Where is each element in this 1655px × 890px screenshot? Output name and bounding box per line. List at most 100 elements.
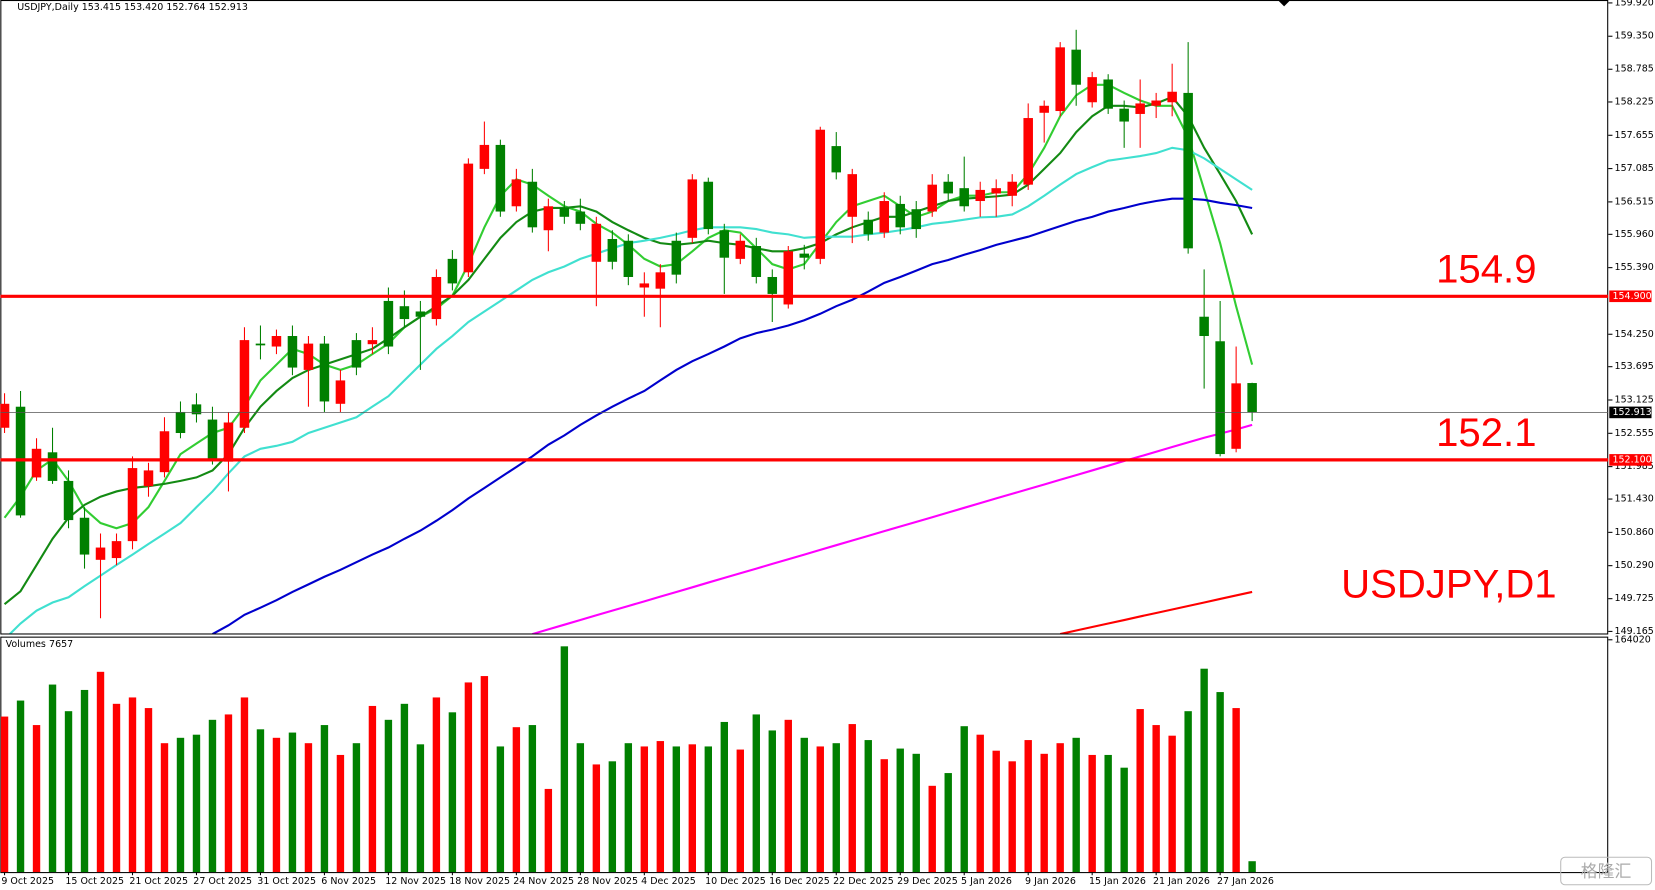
y-tick-label: 154.250 xyxy=(1615,329,1654,340)
candle-body xyxy=(287,336,298,368)
candle-body xyxy=(351,340,362,368)
chart-title: USDJPY,Daily 153.415 153.420 152.764 152… xyxy=(17,2,248,13)
volume-bar xyxy=(368,705,377,873)
candle-body xyxy=(399,306,410,320)
candle-body xyxy=(431,276,442,320)
candle-body xyxy=(447,258,458,284)
main-panel xyxy=(0,0,1609,635)
x-tick-label: 10 Dec 2025 xyxy=(705,876,766,887)
candle-body xyxy=(495,144,506,212)
candle-body xyxy=(943,181,953,194)
volume-bar xyxy=(160,743,169,873)
candle-body xyxy=(79,517,90,555)
candle-body xyxy=(271,336,282,347)
y-tick-label: 155.960 xyxy=(1615,229,1654,240)
watermark: USDJPY,D1 xyxy=(1341,563,1556,607)
y-tick-label: 156.515 xyxy=(1615,196,1654,207)
x-tick-label: 29 Dec 2025 xyxy=(897,876,958,887)
volume-bar xyxy=(1088,754,1096,873)
volume-bar xyxy=(336,754,345,873)
candle-body xyxy=(63,480,74,521)
volume-bar xyxy=(992,750,1000,873)
volume-bar xyxy=(224,714,233,873)
volume-bar xyxy=(48,684,57,873)
y-tick-label: 164020 xyxy=(1615,634,1651,645)
candle-body xyxy=(863,219,874,235)
volume-bar xyxy=(1216,692,1224,873)
candle-body xyxy=(975,189,985,202)
volume-bar xyxy=(432,697,441,873)
y-tick-label: 157.085 xyxy=(1615,163,1654,174)
volume-bar xyxy=(1136,709,1144,873)
candle-body xyxy=(639,283,650,288)
candle-body xyxy=(303,343,314,370)
candle-body xyxy=(879,201,889,233)
volume-bar xyxy=(960,726,968,873)
candle-body xyxy=(991,188,1001,194)
y-tick-label: 159.920 xyxy=(1615,0,1654,8)
volume-bar xyxy=(1040,753,1048,873)
candle-body xyxy=(143,470,154,487)
volume-bar xyxy=(800,737,808,873)
y-tick-label: 153.695 xyxy=(1615,361,1654,372)
volume-bar xyxy=(976,734,984,873)
volume-bar xyxy=(512,727,521,873)
candle-body xyxy=(815,129,826,259)
volume-bar xyxy=(64,711,73,873)
volume-bar xyxy=(1200,668,1208,873)
volume-bar xyxy=(944,773,952,873)
y-tick-label: 151.985 xyxy=(1615,461,1654,472)
logo-box xyxy=(1560,856,1653,886)
volume-bar xyxy=(896,748,904,873)
candle-body xyxy=(591,223,602,262)
x-tick-label: 12 Nov 2025 xyxy=(385,876,446,887)
volume-bar xyxy=(480,676,489,873)
volume-bar xyxy=(880,759,888,873)
candle-body xyxy=(927,184,937,212)
volume-bar xyxy=(1120,767,1128,873)
candle-body xyxy=(1215,341,1225,455)
volume-bar xyxy=(576,743,585,873)
last-price-label: 152.913 xyxy=(1612,407,1651,418)
x-tick-label: 24 Nov 2025 xyxy=(513,876,574,887)
volume-bar xyxy=(144,708,153,873)
last-price-tag xyxy=(1609,406,1652,419)
volume-bar xyxy=(1072,737,1080,873)
candle-body xyxy=(367,340,378,345)
candle-body xyxy=(1103,79,1113,109)
candle-body xyxy=(751,246,762,277)
plot-area xyxy=(0,29,1609,634)
candle-body xyxy=(255,343,266,346)
candle-body xyxy=(543,206,554,231)
x-tick-label: 21 Jan 2026 xyxy=(1153,876,1210,887)
candle-body xyxy=(0,403,10,428)
candle-body xyxy=(511,179,522,207)
y-tick-label: 149.725 xyxy=(1615,593,1654,604)
candle-body xyxy=(479,144,490,169)
level-tag xyxy=(1609,290,1652,303)
volume-bar xyxy=(640,746,649,873)
volume-bar xyxy=(272,737,281,873)
volume-bar xyxy=(528,725,537,873)
candle-body xyxy=(607,239,618,262)
volume-bar xyxy=(352,743,361,873)
candle-body xyxy=(1135,103,1145,114)
volume-bar xyxy=(464,682,473,873)
y-tick-label: 150.860 xyxy=(1615,527,1654,538)
volume-bar xyxy=(656,741,665,873)
volume-bar xyxy=(560,646,569,873)
volume-bar xyxy=(320,725,329,873)
volume-bar xyxy=(80,689,89,873)
volume-bar xyxy=(128,697,137,873)
candle-body xyxy=(1247,383,1257,413)
candle-body xyxy=(1167,91,1177,103)
volume-bar xyxy=(704,746,713,873)
candle-body xyxy=(47,452,58,481)
volume-bar xyxy=(256,729,265,873)
candle-body xyxy=(623,240,634,277)
candle-body xyxy=(687,179,698,238)
candle-body xyxy=(895,203,905,228)
candle-body xyxy=(191,404,202,415)
moving-average xyxy=(3,95,1254,606)
